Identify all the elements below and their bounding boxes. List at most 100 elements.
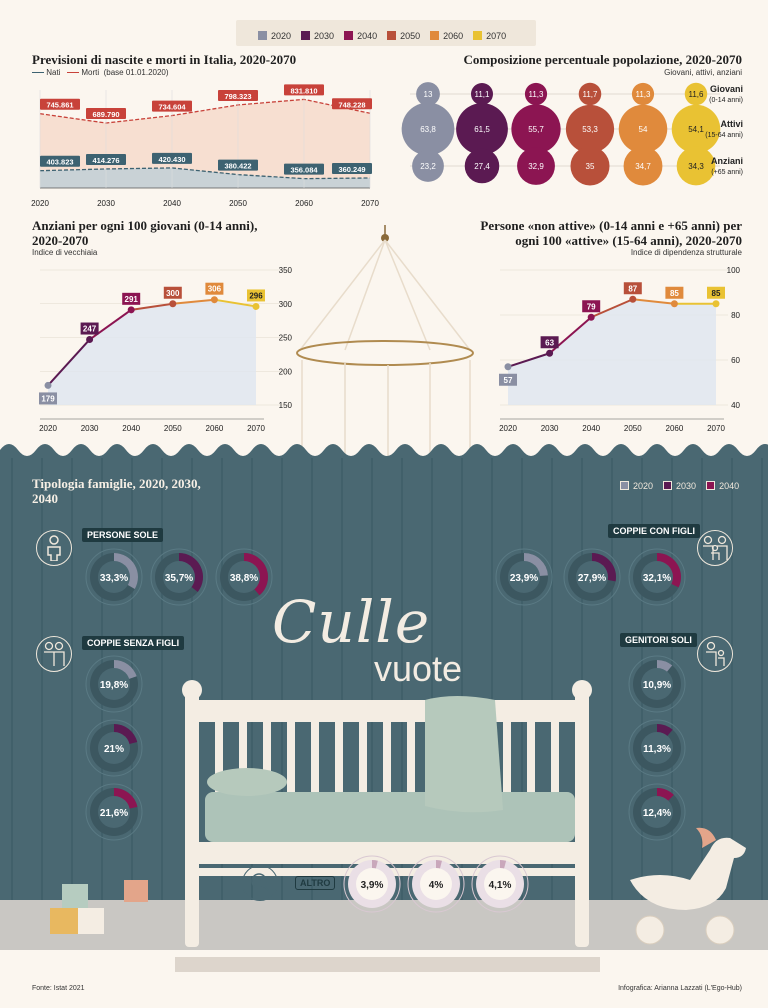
bubble-Giovani-2060 [631,82,655,106]
single-parent-icon [697,636,733,672]
value-label-2070: 296 [249,291,263,300]
donut-ring-4-1 [407,855,465,913]
segment-2040 [590,298,634,319]
families-legend-swatch-2040 [706,481,716,490]
group-label-genitori-soli: GENITORI SOLI [620,633,697,647]
legend-swatch-2040 [344,31,354,40]
point-2060 [670,300,678,308]
point-2040 [587,313,595,321]
donut-ring-1-1 [563,548,621,606]
footer-credit: Infografica: Arianna Lazzati (L'Ego-Hub) [618,985,742,992]
families-legend-label-2030: 2030 [676,480,697,491]
donut-hole-1-2 [641,561,673,593]
y-tick-100: 100 [727,266,741,275]
families-title-text: Tipologia famiglie, 2020, 2030, 2040 [32,476,201,506]
dependency-subtitle: Indice di dipendenza strutturale [630,248,742,257]
point-2050 [169,300,177,308]
bubble-Attivi-2050 [565,104,615,154]
legend-label-2020: 2020 [271,30,292,41]
row-name-Attivi: Attivi [721,119,744,129]
group-label-altro: ALTRO [295,876,336,890]
segment-2060 [214,298,257,308]
bubble-label-Anziani-2050: 35 [586,162,595,171]
x-tick-2060: 2060 [666,424,684,432]
x-tick-2070: 2070 [361,199,379,208]
families-legend-swatch-2030 [663,481,673,490]
y-tick-80: 80 [731,311,740,320]
point-2070 [252,302,260,310]
families-legend-label-2040: 2040 [719,480,740,491]
crib-bar [527,722,535,842]
nati-label-2020-box [40,155,80,167]
bubble-Anziani-2030 [464,148,500,184]
point-2060 [210,296,218,304]
bubble-label-Attivi-2040: 55,7 [528,125,544,134]
value-box-2020 [499,373,517,386]
legend-swatch-2050 [387,31,397,40]
bubble-label-Giovani-2020: 13 [424,90,433,99]
y-tick-300: 300 [279,300,293,309]
births-deaths-chart: 2020 2030 2040 2050 2060 2070 745.861 689.790 73… [31,84,379,208]
donut-hole-4-2 [484,868,516,900]
x-tick-2020: 2020 [31,199,49,208]
donut-label-2-0: 19,8% [100,680,128,691]
x-tick-2050: 2050 [164,424,182,432]
legend-label-2030: 2030 [314,30,335,41]
point-2030 [546,349,554,357]
legend-item-2020: 2020 [258,31,291,41]
donut-ring-2-2 [85,783,143,841]
area-fill [48,299,256,405]
old-age-title: Anziani per ogni 100 giovani (0-14 anni)… [32,218,282,248]
composition-subtitle: Giovani, attivi, anziani [664,68,742,77]
morti-label-2060: 831.810 [290,86,317,95]
y-tick-350: 350 [279,266,293,275]
value-label-2020: 179 [41,394,55,403]
families-legend-item-2030: 2030 [663,481,696,491]
crib-bar [335,722,343,842]
donut-hole-1-1 [576,561,608,593]
nati-legend-label: Nati [46,68,61,77]
x-tick-2020: 2020 [39,424,57,432]
bubble-label-Attivi-2020: 63,8 [420,125,436,134]
value-label-2030: 247 [83,325,97,334]
morti-label-2020-box [40,98,80,110]
legend-swatch-2070 [473,31,483,40]
bubble-label-Attivi-2030: 61,5 [474,125,490,134]
legend-swatch-2060 [430,31,440,40]
bubble-Giovani-2020 [416,82,440,106]
bubble-Giovani-2070 [684,82,708,106]
old-age-title-text: Anziani per ogni 100 giovani (0-14 anni)… [32,218,258,248]
bubble-label-Anziani-2020: 23,2 [420,162,436,171]
donut-ring-0-0 [85,548,143,606]
value-box-2030 [80,322,99,335]
y-tick-40: 40 [731,401,740,410]
morti-label-2040-box [152,100,192,112]
bubble-Anziani-2060 [623,146,663,186]
morti-label-2050: 798.323 [224,92,251,101]
x-tick-2030: 2030 [81,424,99,432]
legend-label-2050: 2050 [400,30,421,41]
donut-ring-4-2 [471,855,529,913]
row-name-Anziani: Anziani [711,156,743,166]
x-tick-2030: 2030 [541,424,559,432]
nati-label-2040-box [152,152,192,164]
point-2020 [44,381,52,389]
nati-legend-swatch [32,72,44,74]
morti-label-2030: 689.790 [92,110,119,119]
donut-hole-3-2 [641,796,673,828]
crib-bar [383,722,391,842]
magnifier-person-icon [242,865,278,901]
donut-label-3-2: 12,4% [643,808,671,819]
segment-2020 [507,352,550,368]
top-legend: 2020 2030 2040 2050 2060 2070 [258,27,516,45]
x-tick-2040: 2040 [122,424,140,432]
single-person-icon [36,530,72,566]
point-2070 [712,300,720,308]
crib-bar [503,722,511,842]
value-box-2060 [665,286,684,299]
births-deaths-title: Previsioni di nascite e morti in Italia,… [32,52,297,67]
x-tick-2070: 2070 [707,424,725,432]
value-label-2050: 300 [166,289,180,298]
bubble-Giovani-2050 [578,82,602,106]
